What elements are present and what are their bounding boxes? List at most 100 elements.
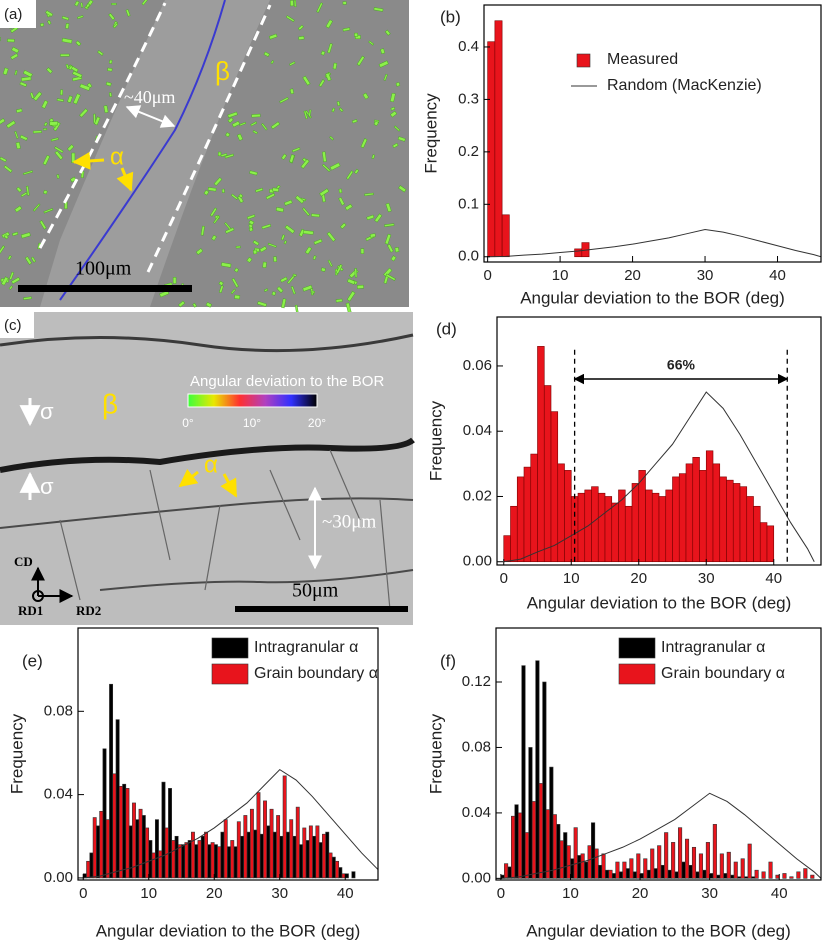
alpha-particle [257,301,267,307]
bar [112,773,117,879]
bar [665,489,673,563]
alpha-particle [107,67,113,72]
legend-swatch [618,663,656,685]
bar [109,683,114,879]
bar [243,815,248,879]
alpha-particle [8,285,14,290]
bar [651,492,660,563]
bar [322,833,326,879]
alpha-particle [342,1,347,5]
legend-swatch [576,53,591,68]
bar [115,719,120,879]
bar [200,835,205,879]
alpha-particle [308,109,312,117]
alpha-particle [12,231,19,237]
alpha-particle [105,81,112,87]
bar [538,783,543,879]
alpha-particle [276,184,281,190]
bar [531,801,536,879]
bar [678,473,687,563]
bar [653,868,658,879]
bar [712,824,717,879]
x-tick-label: 0 [500,570,508,587]
bar [542,681,547,879]
bar [618,489,626,563]
bar [552,814,557,879]
bar [744,876,749,879]
y-tick-label: 0.00 [463,553,492,570]
alpha-particle [2,67,9,76]
alpha-particle [338,196,345,206]
bar [328,852,333,879]
alpha-particle [20,191,28,198]
bar [537,346,545,563]
bar [223,819,228,879]
alpha-particle [50,137,59,142]
bar [517,812,523,879]
bar [650,848,655,879]
colorbar [187,393,318,408]
bar [761,871,766,879]
alpha-particle [238,193,244,199]
alpha-particle [42,128,48,131]
bar [220,831,225,879]
bar [732,483,741,563]
bar [289,819,294,879]
alpha-particle [61,15,70,21]
y-tick-label: 0.04 [44,786,73,803]
bar [158,850,163,879]
bar [709,873,714,879]
legend-label: Measured [607,51,678,68]
x-tick-label: 30 [698,570,715,587]
alpha-particle [252,249,258,255]
plot-frame [77,627,379,881]
bar [194,844,199,879]
alpha-label: α [204,451,218,478]
alpha-particle [234,267,239,273]
alpha-particle [289,88,295,95]
alpha-particle [14,131,19,139]
bar [726,851,731,879]
x-tick-label: 40 [771,885,788,902]
alpha-particle [369,233,376,238]
alpha-particle [394,246,400,253]
alpha-particle [332,62,338,70]
bar [658,496,667,563]
alpha-particle [342,27,351,32]
bar [145,827,150,879]
alpha-particle [45,10,54,17]
alpha-particle [289,154,295,163]
bar [269,808,274,879]
bar [325,831,330,879]
alpha-particle [293,0,297,8]
alpha-particle [41,99,49,109]
bar [719,476,727,563]
alpha-particle [192,302,197,308]
bar [266,825,271,879]
alpha-particle [3,164,13,173]
alpha-particle [14,205,23,213]
alpha-particle [263,51,270,57]
alpha-particle [286,275,295,285]
bar [524,832,530,879]
scale-bar [235,606,408,612]
bar [730,874,735,879]
alpha-particle [227,117,234,124]
grain-band [40,0,270,307]
bar [299,844,303,879]
bar [86,860,91,879]
line [487,228,821,258]
alpha-particle [290,0,294,7]
alpha-particle [320,50,326,56]
legend-label: Intragranular α [254,639,358,656]
y-tick-label: 0.3 [458,90,479,107]
alpha-particle [235,245,241,249]
bar [282,775,287,879]
alpha-particle [392,142,399,149]
alpha-particle [275,207,284,213]
bar [570,858,575,879]
bar [629,858,634,879]
alpha-particles [0,0,407,316]
legend-swatch [211,663,249,685]
alpha-particle [54,150,64,160]
